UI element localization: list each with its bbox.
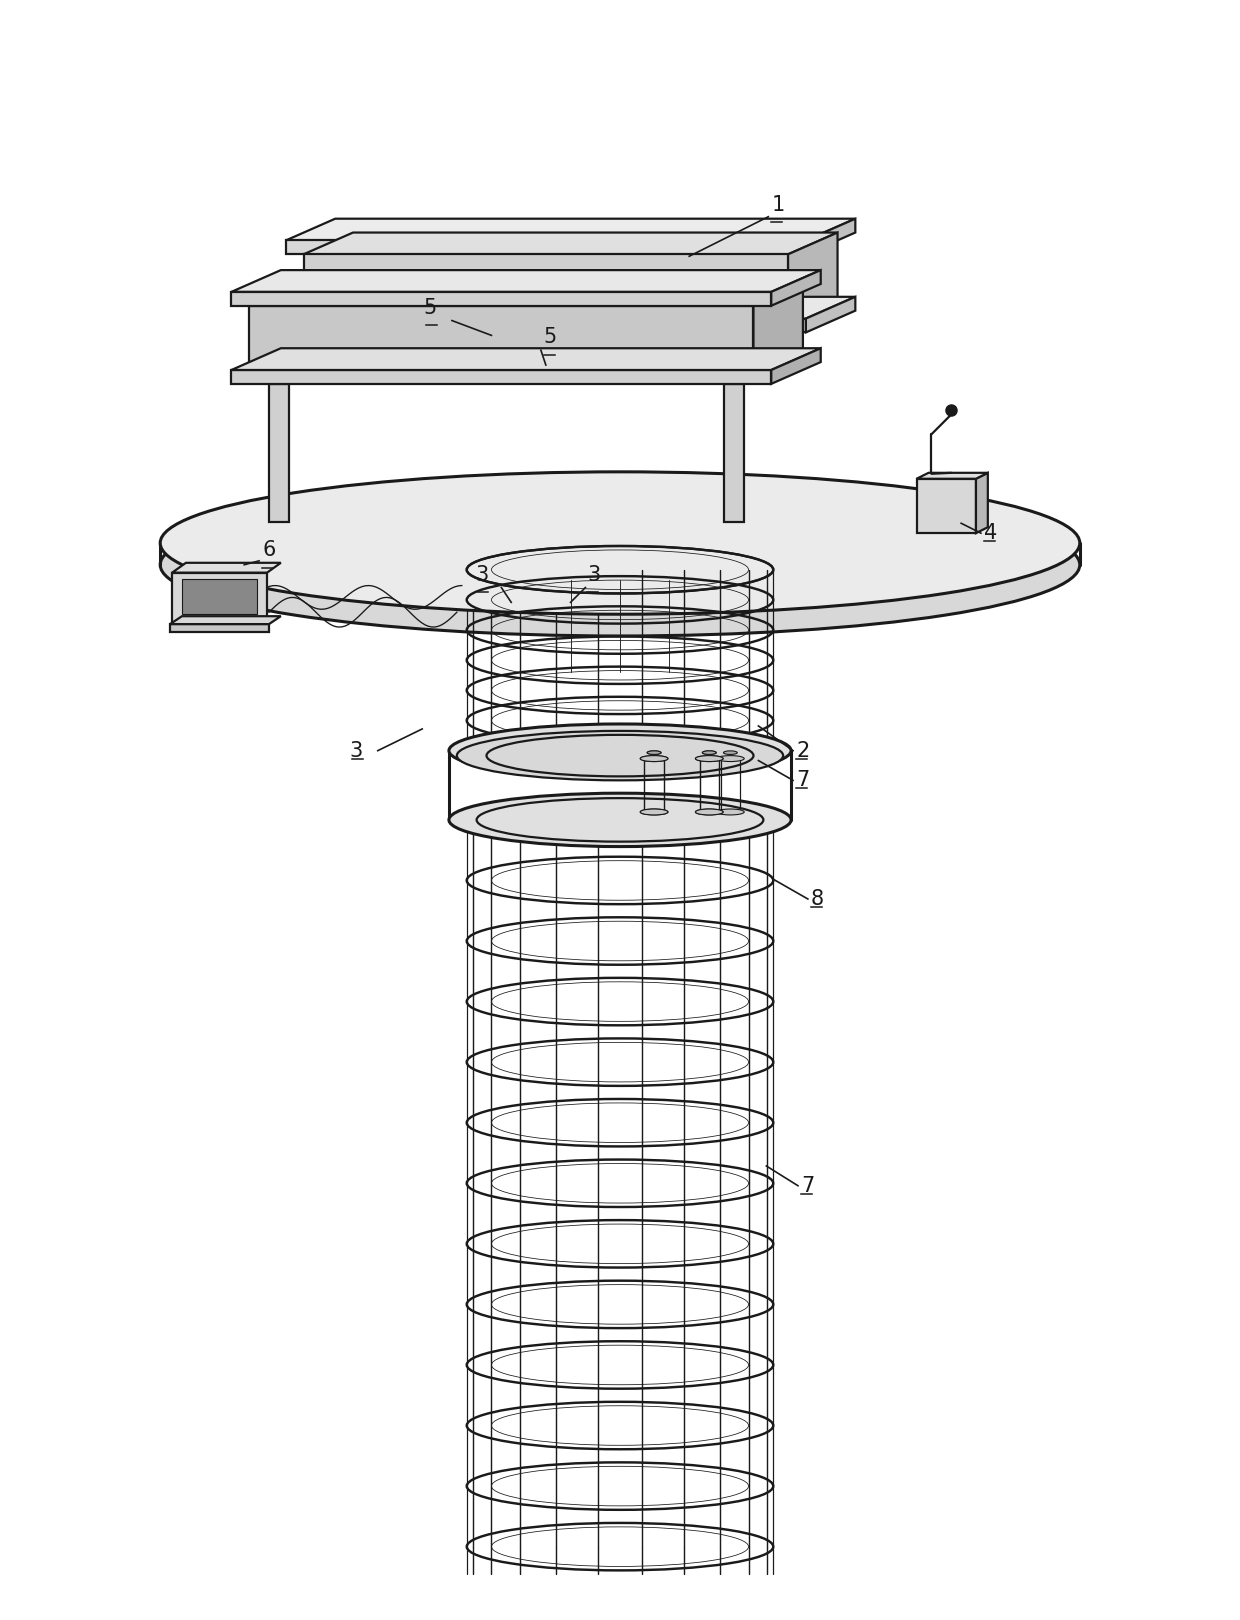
Polygon shape	[249, 306, 754, 369]
Ellipse shape	[160, 471, 1080, 614]
Ellipse shape	[640, 808, 668, 815]
Polygon shape	[170, 624, 269, 632]
Text: 7: 7	[801, 1176, 815, 1196]
Polygon shape	[232, 348, 821, 369]
Text: 3: 3	[475, 564, 489, 585]
Polygon shape	[789, 233, 837, 319]
Polygon shape	[170, 616, 280, 624]
Polygon shape	[285, 296, 856, 319]
Polygon shape	[182, 578, 257, 614]
Ellipse shape	[640, 808, 668, 815]
Polygon shape	[172, 573, 267, 624]
Polygon shape	[232, 369, 771, 384]
Text: 2: 2	[796, 740, 810, 761]
Ellipse shape	[640, 755, 668, 761]
Text: 1: 1	[771, 194, 785, 215]
Polygon shape	[724, 384, 744, 522]
Text: 5: 5	[424, 298, 436, 318]
Polygon shape	[285, 240, 806, 254]
Ellipse shape	[696, 808, 723, 815]
Ellipse shape	[456, 731, 784, 781]
Ellipse shape	[696, 755, 723, 761]
Polygon shape	[771, 348, 821, 384]
Polygon shape	[304, 254, 789, 319]
Text: 6: 6	[262, 539, 275, 561]
Ellipse shape	[647, 750, 661, 755]
Text: 3: 3	[588, 564, 600, 585]
Ellipse shape	[717, 755, 744, 761]
Polygon shape	[916, 473, 988, 480]
Polygon shape	[771, 271, 821, 306]
Ellipse shape	[702, 750, 717, 755]
Ellipse shape	[696, 808, 723, 815]
Polygon shape	[232, 271, 821, 292]
Ellipse shape	[449, 794, 791, 847]
Ellipse shape	[702, 750, 717, 755]
Text: 7: 7	[796, 771, 810, 791]
Ellipse shape	[696, 755, 723, 761]
Ellipse shape	[723, 750, 738, 755]
Polygon shape	[806, 296, 856, 332]
Ellipse shape	[160, 494, 1080, 637]
Polygon shape	[249, 284, 804, 306]
Polygon shape	[269, 384, 289, 522]
Ellipse shape	[647, 750, 661, 755]
Ellipse shape	[717, 808, 744, 815]
Polygon shape	[172, 562, 280, 573]
Polygon shape	[304, 233, 837, 254]
Ellipse shape	[640, 755, 668, 761]
Polygon shape	[285, 219, 856, 240]
Text: 5: 5	[544, 327, 557, 347]
Polygon shape	[285, 319, 806, 332]
Text: 3: 3	[350, 740, 363, 761]
Text: 4: 4	[983, 523, 997, 543]
Polygon shape	[754, 284, 804, 369]
Polygon shape	[976, 473, 988, 533]
Polygon shape	[916, 480, 976, 533]
Ellipse shape	[449, 724, 791, 778]
Polygon shape	[232, 292, 771, 306]
Text: 8: 8	[811, 889, 823, 909]
Polygon shape	[806, 219, 856, 254]
